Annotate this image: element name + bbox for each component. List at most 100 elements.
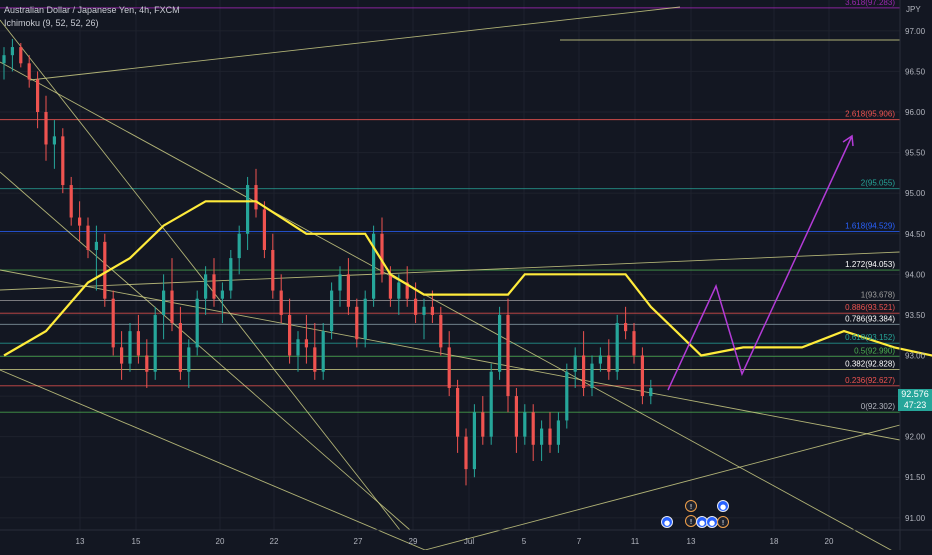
candle-body [246,185,250,234]
x-tick-label: 27 [354,537,363,546]
candle-body [321,331,325,372]
y-tick-label: 93.00 [905,351,926,360]
candle-body [598,355,602,364]
currency-label: JPY [906,5,921,14]
candle-body [649,387,653,397]
candle-body [573,355,577,372]
trend-channel-line [0,171,411,531]
news-flag-icon[interactable]: ● [717,500,729,512]
y-tick-label: 91.50 [905,473,926,482]
symbol-title[interactable]: Australian Dollar / Japanese Yen, 4h, FX… [4,5,180,15]
fib-level-label: 0.236(92.627) [845,376,895,385]
candle-body [447,347,451,388]
y-tick-label: 97.00 [905,27,926,36]
candle-body [94,241,98,250]
candle-body [19,47,23,64]
x-tick-label: 29 [409,537,418,546]
candle-body [380,233,384,275]
candle-body [78,217,82,226]
fib-level-label: 3.618(97.283) [845,0,895,7]
trend-channel-line [29,6,681,81]
y-tick-label: 94.00 [905,270,926,279]
candle-body [388,274,392,299]
candle-body [136,331,140,356]
chart-legend: Australian Dollar / Japanese Yen, 4h, FX… [4,4,180,30]
candle-body [464,436,468,470]
trend-channel-line [0,19,401,531]
fib-level-label: 0.786(93.384) [845,314,895,323]
candle-body [556,420,560,445]
projection-path [667,135,853,391]
candle-body [204,274,208,299]
indicator-label[interactable]: Ichimoku (9, 52, 52, 26) [4,18,99,28]
y-tick-label: 94.50 [905,230,926,239]
candle-body [120,347,124,364]
candle-body [237,233,241,259]
candle-body [632,331,636,356]
candle-body [338,274,342,291]
candle-body [313,347,317,372]
x-tick-label: 11 [631,537,640,546]
candle-body [304,339,308,348]
candle-body [178,323,182,372]
trend-channel-line [0,251,901,291]
economic-event-icon[interactable]: ! [685,500,697,512]
fib-level-label: 0.886(93.521) [845,303,895,312]
candle-body [540,428,544,445]
candle-body [170,290,174,324]
news-flag-icon[interactable]: ● [661,516,673,528]
candle-body [489,371,493,437]
y-tick-label: 95.00 [905,189,926,198]
trend-channel-line [0,369,426,551]
candle-body [69,185,73,218]
bar-countdown: 47:23 [903,400,927,410]
fib-level-label: 1.618(94.529) [845,221,895,230]
fib-level-label: 1.272(94.053) [845,260,895,269]
candle-body [481,412,485,437]
candle-body [10,47,14,56]
y-tick-label: 92.00 [905,433,926,442]
candle-body [296,339,300,356]
ichimoku-line [3,200,932,357]
candle-body [330,290,334,332]
candle-body [187,347,191,372]
candle-body [162,290,166,315]
x-tick-label: 5 [522,537,527,546]
candle-body [220,290,224,299]
candle-body [346,274,350,307]
trend-channel-line [0,61,901,555]
x-tick-label: 20 [825,537,834,546]
economic-event-icon[interactable]: ! [717,516,729,528]
candle-body [2,55,6,64]
candle-body [279,290,283,315]
candle-body [582,355,586,388]
candle-body [254,185,258,210]
x-tick-label: 13 [687,537,696,546]
candle-body [498,314,502,372]
y-tick-label: 96.50 [905,67,926,76]
fib-level-label: 2.618(95.906) [845,110,895,119]
candle-body [414,298,418,315]
projection-arrowhead [842,134,854,147]
candle-body [153,314,157,372]
fib-level-label: 2(95.055) [861,179,896,188]
candle-body [472,412,476,470]
candle-body [422,306,426,315]
x-tick-label: 22 [270,537,279,546]
candle-body [44,112,48,145]
fib-level-label: 0.618(93.152) [845,333,895,342]
candle-body [531,412,535,445]
candle-body [288,314,292,356]
candle-body [548,428,552,445]
y-tick-label: 96.00 [905,108,926,117]
candle-body [86,225,90,250]
x-tick-label: Jul [464,537,474,546]
y-tick-label: 93.50 [905,311,926,320]
y-tick-label: 91.00 [905,514,926,523]
x-tick-label: 18 [770,537,779,546]
candle-body [640,355,644,397]
candle-body [514,396,518,437]
candle-body [103,241,107,299]
